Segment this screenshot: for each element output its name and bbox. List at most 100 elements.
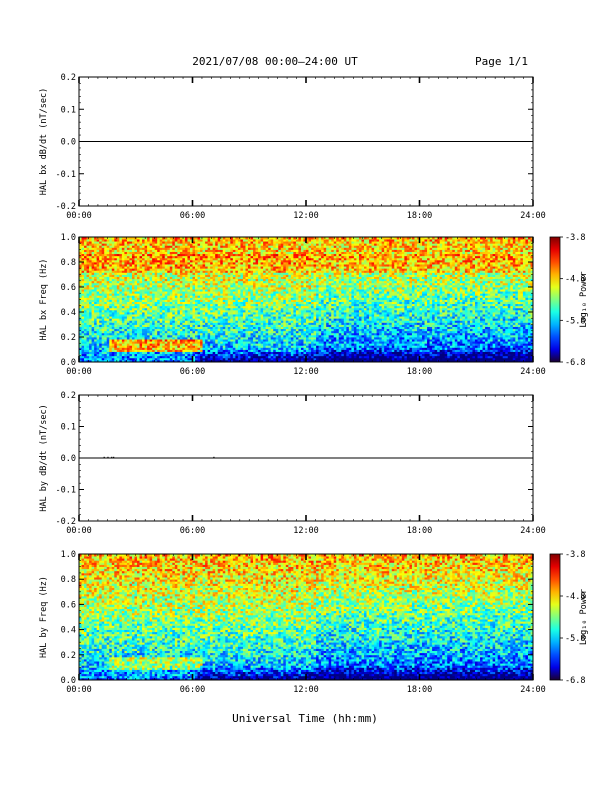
spectrogram-cell (195, 359, 198, 363)
spectrogram-cell (174, 339, 178, 342)
spectrogram-cell (210, 334, 214, 338)
spectrogram-cell (164, 314, 168, 317)
spectrogram-cell (121, 262, 125, 265)
spectrogram-cell (149, 339, 153, 342)
spectrogram-cell (106, 291, 110, 294)
spectrogram-cell (174, 318, 178, 321)
spectrogram-cell (134, 349, 138, 352)
spectrogram-cell (131, 309, 135, 313)
spectrogram-cell (172, 307, 176, 311)
spectrogram-cell (142, 341, 145, 344)
spectrogram-cell (106, 334, 110, 338)
spectrogram-cell (126, 326, 130, 330)
spectrogram-cell (94, 334, 98, 338)
spectrogram-cell (139, 332, 143, 336)
spectrogram-cell (189, 359, 193, 363)
spectrogram-cell (215, 322, 219, 325)
spectrogram-cell (212, 251, 216, 255)
spectrogram-cell (217, 349, 221, 352)
spectrogram-cell (172, 324, 176, 327)
spectrogram-cell (207, 237, 211, 240)
spectrogram-cell (134, 305, 138, 309)
spectrogram-cell (174, 349, 178, 352)
spectrogram-cell (101, 320, 105, 323)
spectrogram-cell (179, 276, 183, 280)
spectrogram-cell (207, 307, 211, 311)
spectrogram-cell (212, 278, 216, 282)
spectrogram-cell (129, 272, 133, 275)
spectrogram-cell (162, 349, 166, 352)
spectrogram-cell (164, 326, 168, 330)
spectrogram-cell (220, 328, 224, 332)
spectrogram-cell (137, 280, 140, 284)
spectrogram-cell (79, 314, 82, 317)
spectrogram-cell (197, 341, 201, 344)
spectrogram-cell (164, 309, 168, 313)
spectrogram-cell (184, 243, 188, 246)
spectrogram-cell (220, 345, 224, 348)
spectrogram-cell (131, 359, 135, 363)
spectrogram-cell (119, 316, 123, 319)
spectrogram-cell (129, 282, 133, 286)
spectrogram-cell (99, 309, 103, 313)
spectrogram-cell (177, 328, 181, 332)
spectrogram-cell (91, 328, 95, 332)
spectrogram-cell (154, 318, 158, 321)
spectrogram-cell (167, 297, 171, 300)
spectrogram-cell (91, 280, 95, 284)
spectrogram-cell (79, 287, 82, 290)
spectrogram-cell (202, 309, 206, 313)
spectrogram-cell (144, 314, 148, 317)
spectrogram-cell (86, 316, 90, 319)
spectrogram-cell (147, 328, 151, 332)
spectrogram-cell (131, 287, 135, 290)
spectrogram-cell (217, 274, 221, 277)
spectrogram-cell (174, 259, 178, 263)
spectrogram-cell (220, 295, 224, 298)
spectrogram-cell (177, 351, 181, 355)
spectrogram-cell (169, 305, 173, 309)
spectrogram-cell (177, 259, 181, 263)
spectrogram-cell (149, 347, 153, 350)
spectrogram-cell (144, 270, 148, 273)
spectrogram-cell (91, 345, 95, 348)
spectrogram-cell (169, 280, 173, 284)
spectrogram-cell (94, 357, 98, 361)
spectrogram-cell (192, 253, 196, 257)
spectrogram-cell (217, 301, 221, 305)
spectrogram-cell (114, 274, 118, 277)
spectrogram-cell (177, 297, 181, 300)
spectrogram-cell (142, 353, 145, 357)
spectrogram-cell (116, 328, 120, 332)
spectrogram-cell (205, 249, 209, 252)
spectrogram-cell (192, 295, 196, 298)
spectrogram-cell (134, 330, 138, 334)
spectrogram-cell (94, 343, 98, 346)
spectrogram-cell (205, 262, 209, 265)
spectrogram-cell (212, 287, 216, 290)
spectrogram-cell (126, 345, 130, 348)
spectrogram-cell (215, 307, 219, 311)
spectrogram-cell (84, 357, 87, 361)
spectrogram-cell (210, 259, 214, 263)
spectrogram-cell (99, 270, 103, 273)
spectrogram-cell (86, 249, 90, 252)
spectrogram-cell (179, 268, 183, 271)
spectrogram-cell (182, 357, 186, 361)
spectrogram-cell (167, 299, 171, 302)
spectrogram-cell (86, 287, 90, 290)
spectrogram-cell (172, 353, 176, 357)
spectrogram-cell (89, 324, 93, 327)
spectrogram-cell (157, 255, 161, 259)
spectrogram-cell (215, 287, 219, 290)
spectrogram-cell (174, 251, 178, 255)
spectrogram-cell (114, 270, 118, 273)
spectrogram-cell (164, 349, 168, 352)
spectrogram-cell (182, 284, 186, 288)
spectrogram-cell (91, 247, 95, 250)
spectrogram-cell (187, 318, 191, 321)
spectrogram-cell (144, 303, 148, 307)
spectrogram-cell (152, 282, 156, 286)
spectrogram-cell (101, 299, 105, 302)
spectrogram-cell (210, 274, 214, 277)
